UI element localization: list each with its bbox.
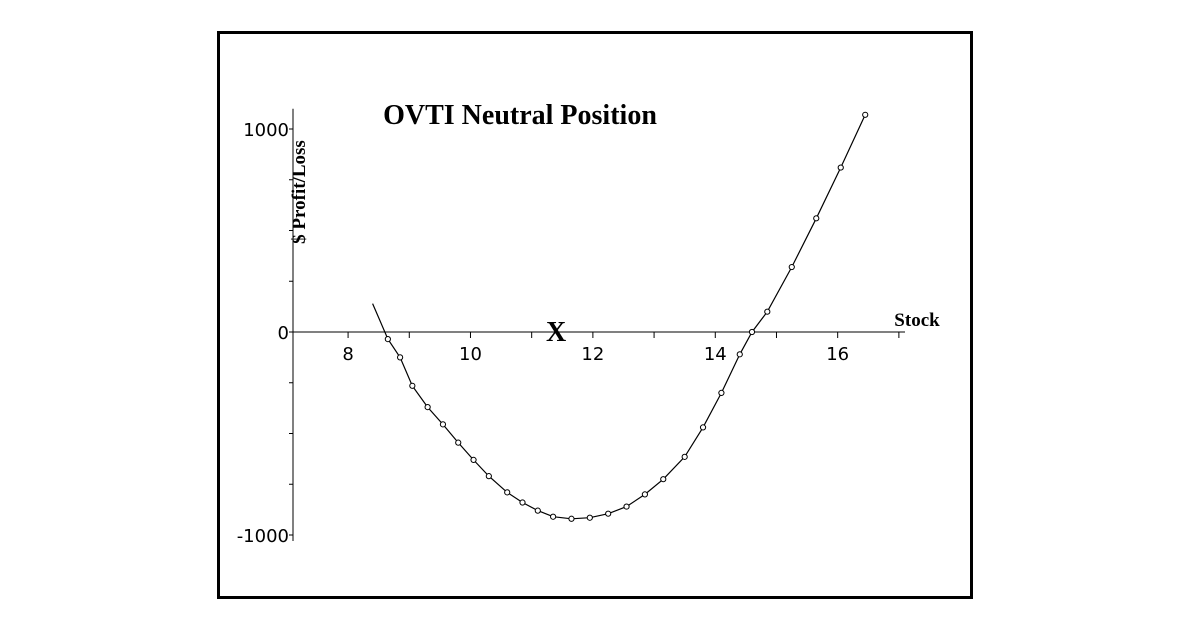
series-point xyxy=(439,421,447,428)
series-point xyxy=(397,354,404,361)
series-point xyxy=(384,336,391,343)
series-point xyxy=(699,424,707,431)
series-point xyxy=(813,215,820,222)
x-tick-label: 14 xyxy=(704,344,727,365)
x-tick-label: 16 xyxy=(826,344,849,365)
series-point xyxy=(623,503,630,510)
x-axis-label: Stock xyxy=(894,310,940,331)
series-point xyxy=(504,489,511,496)
chart-svg: 8 10 12 14 16 1000 0 -1000 OVTI Neutral Positio… xyxy=(237,100,940,547)
ticks: 8 10 12 14 16 1000 0 -1000 xyxy=(237,120,900,547)
y-axis-label: $ Profit/Loss xyxy=(289,140,310,244)
series-point xyxy=(485,473,492,480)
chart-frame: 8 10 12 14 16 1000 0 -1000 OVTI Neutral Positio… xyxy=(217,31,973,599)
x-tick-label: 12 xyxy=(581,344,604,365)
series-point xyxy=(568,515,575,522)
y-tick-label: 1000 xyxy=(243,120,289,141)
series-point xyxy=(748,328,756,336)
series-point xyxy=(736,351,743,358)
y-tick-label: 0 xyxy=(278,323,289,344)
series-point xyxy=(409,382,416,389)
series-line xyxy=(372,114,866,520)
series-point xyxy=(788,263,795,271)
series-point xyxy=(605,510,612,517)
annotation-x-marker: X xyxy=(546,317,566,348)
series-point xyxy=(862,111,869,118)
x-tick-label: 10 xyxy=(459,344,482,365)
series-point xyxy=(586,514,593,521)
series-point xyxy=(519,499,526,506)
series-point xyxy=(641,491,648,498)
series-point xyxy=(455,439,462,446)
axes xyxy=(292,108,905,541)
series-point xyxy=(470,456,477,463)
series-point xyxy=(424,404,431,411)
chart-title: OVTI Neutral Position xyxy=(383,100,657,131)
x-tick-label: 8 xyxy=(342,344,353,365)
series-point xyxy=(660,476,667,483)
series-point xyxy=(550,513,557,520)
y-tick-label: -1000 xyxy=(237,526,289,547)
series-point xyxy=(681,453,688,460)
series-point xyxy=(718,389,725,396)
series xyxy=(372,111,869,522)
series-point xyxy=(764,308,771,315)
series-point xyxy=(534,507,541,514)
series-point xyxy=(837,164,844,171)
